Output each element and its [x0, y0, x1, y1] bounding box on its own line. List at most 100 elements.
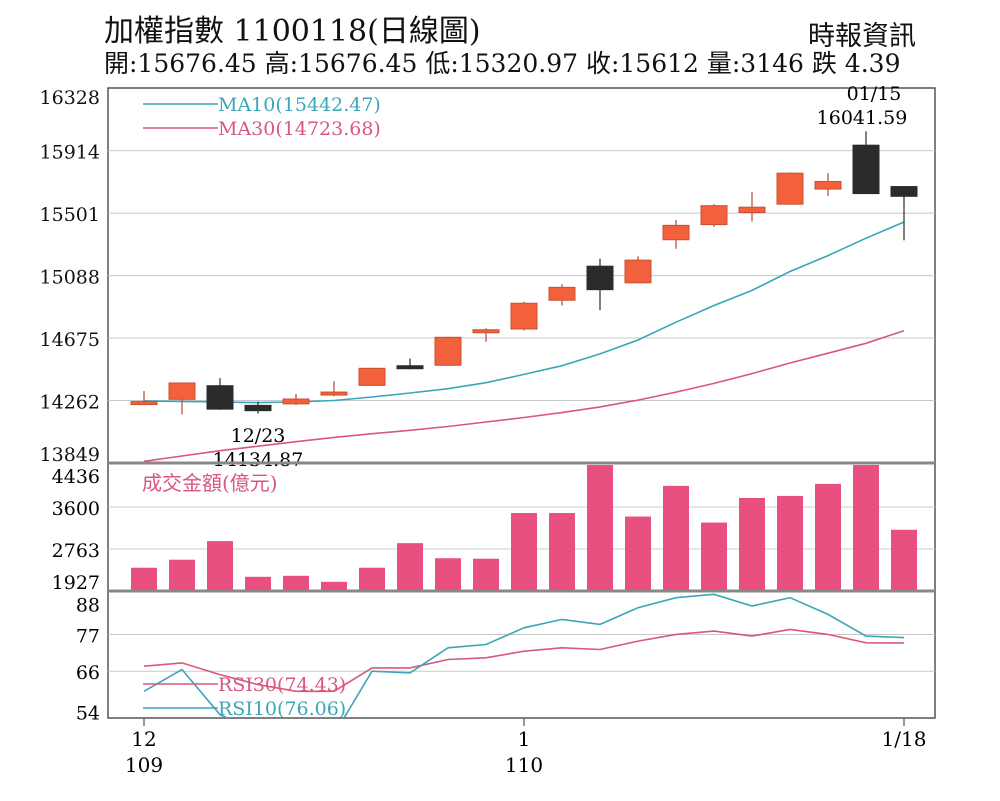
candle-body [396, 365, 424, 370]
low-value-label: 14134.87 [213, 449, 304, 471]
x-tick-label: 12 [131, 727, 156, 751]
volume-bar [549, 513, 575, 591]
rsi10-line [143, 593, 905, 718]
candle-body [510, 302, 538, 330]
candle-body [852, 144, 880, 195]
volume-bar [587, 465, 613, 591]
candle-body [700, 205, 728, 226]
candle [662, 220, 690, 249]
candle [700, 204, 728, 227]
volume-bar [663, 485, 689, 591]
volume-bar [169, 559, 195, 591]
y-tick-label: 15088 [40, 267, 100, 289]
high-date-label: 01/15 [847, 83, 902, 105]
y-tick-label: 14675 [40, 329, 100, 351]
ma10-line [143, 221, 905, 404]
candle-body [814, 180, 842, 190]
candle [434, 336, 462, 367]
legend-label: RSI30(74.43) [218, 674, 346, 696]
volume-bar [321, 581, 347, 591]
volume-bar [397, 543, 423, 591]
candle-body [320, 391, 348, 396]
candle-body [472, 329, 500, 334]
volume-label: 成交金額(億元) [142, 471, 278, 495]
candle-body [586, 265, 614, 291]
legend-label: RSI10(76.06) [218, 698, 346, 720]
candle [206, 378, 234, 410]
volume-bar [131, 567, 157, 591]
candle [472, 328, 500, 342]
y-tick-label: 13849 [40, 444, 100, 466]
y-tick-label: 14262 [40, 392, 100, 414]
volume-bar [473, 558, 499, 591]
rsi30-line [143, 628, 905, 693]
volume-bar [283, 575, 309, 591]
y-tick-label: 88 [76, 595, 100, 617]
candle-body [624, 259, 652, 284]
candle [320, 381, 348, 397]
y-tick-label: 54 [76, 702, 100, 724]
candle-body [206, 385, 234, 410]
candle-body [738, 206, 766, 213]
candle-body [548, 286, 576, 301]
candle-body [168, 382, 196, 400]
x-tick-label: 1/18 [882, 727, 927, 751]
price-panel: 13849 14262 14675 15088 15501 15914 16328 MA10(… [40, 83, 936, 719]
candle-body [662, 224, 690, 241]
chart-title: 加權指數 1100118(日線圖) [104, 14, 481, 49]
source-label: 時報資訊 [808, 21, 916, 52]
x-tick-label: 1 [518, 727, 531, 751]
rsi-panel: 54 66 77 88 RSI30(74.43)RSI10(76.06) [76, 589, 935, 724]
legend-label: MA10(15442.47) [218, 94, 381, 116]
volume-bar [815, 483, 841, 591]
low-date-label: 12/23 [231, 425, 286, 447]
candle [510, 301, 538, 331]
y-tick-label: 15501 [40, 204, 100, 226]
volume-bar [207, 541, 233, 591]
rsi-lines [143, 593, 905, 718]
volume-bar [701, 522, 727, 591]
candle [776, 172, 804, 205]
candle [738, 192, 766, 222]
volume-bar [625, 516, 651, 591]
chart-frame [107, 87, 936, 719]
candle [586, 258, 614, 311]
y-tick-label: 77 [76, 625, 100, 647]
candle [168, 382, 196, 415]
candle [358, 367, 386, 386]
volume-bar [245, 576, 271, 591]
candle [890, 186, 918, 241]
candle [548, 284, 576, 306]
volume-bar [359, 567, 385, 591]
candle [244, 401, 272, 414]
y-tick-label: 3600 [52, 498, 100, 520]
candle-body [434, 336, 462, 366]
candle-body [890, 186, 918, 197]
y-tick-label: 1927 [52, 572, 100, 594]
y-tick-label: 15914 [40, 142, 100, 164]
volume-bar [435, 558, 461, 591]
x-tick-sublabel: 109 [125, 753, 163, 777]
volume-panel: 1927 2763 3600 4436 成交金額(億元) [52, 461, 935, 594]
candle-body [130, 401, 158, 406]
volume-bar [853, 465, 879, 591]
ohlc-summary: 開:15676.45 高:15676.45 低:15320.97 收:15612… [104, 49, 901, 78]
ma30-line [143, 329, 905, 463]
volume-bar [739, 497, 765, 591]
candle [396, 358, 424, 370]
x-tick-sublabel: 110 [505, 753, 543, 777]
volume-bar [777, 495, 803, 591]
candle [852, 131, 880, 195]
candle [282, 394, 310, 406]
volume-bar [511, 513, 537, 591]
y-tick-label: 2763 [52, 540, 100, 562]
y-tick-label: 16328 [40, 87, 100, 109]
volume-bar [891, 529, 917, 591]
candle [814, 173, 842, 196]
candle-body [358, 367, 386, 386]
candle-body [776, 172, 804, 205]
candle [130, 390, 158, 406]
candle-body [244, 404, 272, 412]
